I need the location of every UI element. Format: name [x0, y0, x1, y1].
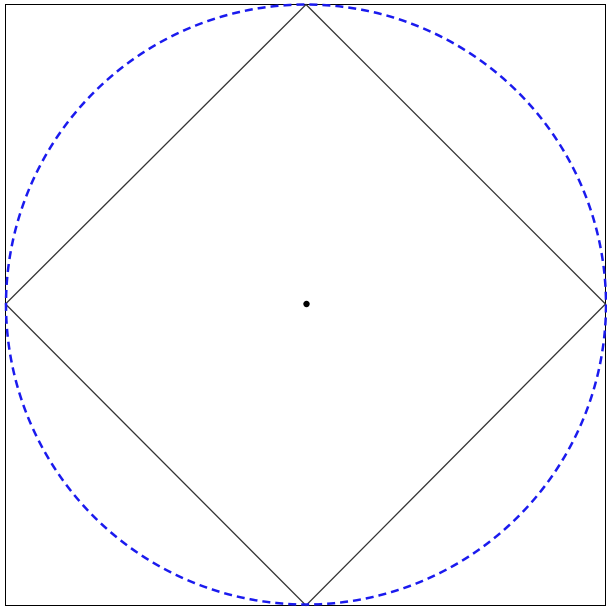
center-point — [303, 300, 310, 308]
circumscribed-circle — [4, 3, 607, 606]
